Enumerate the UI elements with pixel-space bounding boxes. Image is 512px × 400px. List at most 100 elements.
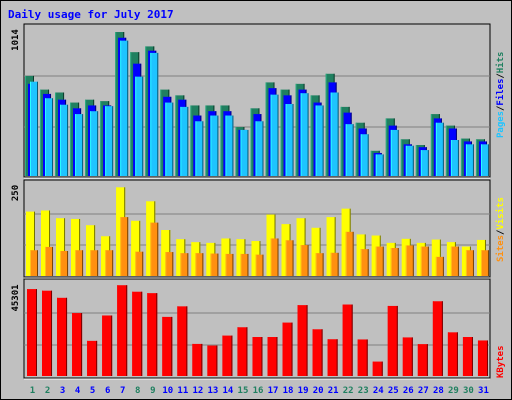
day-label-25: 25 bbox=[388, 386, 399, 396]
bot-legend-0: KBytes bbox=[496, 345, 506, 378]
chart-title: Daily usage for July 2017 bbox=[8, 8, 174, 21]
top-legend-1: / bbox=[496, 106, 506, 111]
kbytes-bar-14 bbox=[222, 335, 233, 376]
day-label-11: 11 bbox=[177, 386, 188, 396]
pages-bar-20 bbox=[315, 105, 324, 176]
day-label-9: 9 bbox=[150, 386, 155, 396]
pages-bar-24 bbox=[375, 154, 384, 176]
kbytes-bar-22 bbox=[342, 304, 353, 376]
panel-frame-3 bbox=[23, 278, 491, 379]
pages-bar-12 bbox=[195, 121, 204, 176]
kbytes-bar-20 bbox=[312, 329, 323, 376]
day-label-27: 27 bbox=[418, 386, 429, 396]
kbytes-bar-13 bbox=[207, 345, 218, 376]
pages-bar-17 bbox=[270, 94, 279, 176]
kbytes-bar-10 bbox=[162, 316, 173, 376]
pages-bar-28 bbox=[435, 122, 444, 176]
sites-bar-27 bbox=[420, 246, 429, 276]
day-label-5: 5 bbox=[90, 386, 95, 396]
visits-bar-8 bbox=[131, 220, 141, 276]
day-label-24: 24 bbox=[373, 386, 384, 396]
day-label-22: 22 bbox=[343, 386, 354, 396]
visits-max-label: 250 bbox=[11, 185, 21, 201]
pages-bar-16 bbox=[255, 121, 264, 176]
sites-bar-3 bbox=[60, 250, 69, 276]
kbytes-bar-3 bbox=[57, 297, 68, 376]
pages-bar-14 bbox=[225, 115, 234, 176]
kbytes-bar-23 bbox=[357, 339, 368, 376]
kbytes-bar-28 bbox=[432, 301, 443, 376]
mid-legend-0: Sites bbox=[495, 235, 506, 262]
sites-bar-15 bbox=[240, 253, 249, 276]
pages-bar-22 bbox=[345, 124, 354, 176]
day-label-29: 29 bbox=[448, 386, 459, 396]
sites-bar-25 bbox=[390, 248, 399, 276]
kbytes-bar-12 bbox=[192, 343, 203, 376]
kbytes-bar-29 bbox=[447, 332, 458, 376]
mid-legend-1: / bbox=[496, 230, 506, 235]
day-label-17: 17 bbox=[268, 386, 279, 396]
day-label-3: 3 bbox=[60, 386, 65, 396]
kbytes-bar-30 bbox=[462, 337, 473, 376]
panel-frame-2 bbox=[23, 179, 491, 278]
sites-bar-22 bbox=[345, 231, 354, 276]
kbytes-bar-25 bbox=[387, 305, 398, 376]
kbytes-bar-8 bbox=[132, 291, 143, 376]
kbytes-bar-15 bbox=[237, 327, 248, 376]
sites-bar-30 bbox=[465, 250, 474, 276]
mid-legend-2: Visits bbox=[495, 197, 506, 230]
kbytes-bar-4 bbox=[72, 313, 83, 376]
pages-bar-26 bbox=[405, 145, 414, 176]
pages-bar-8 bbox=[135, 76, 144, 176]
day-label-1: 1 bbox=[30, 386, 35, 396]
day-label-19: 19 bbox=[298, 386, 309, 396]
visits-bar-1 bbox=[26, 211, 35, 276]
day-label-10: 10 bbox=[162, 386, 173, 396]
sites-bar-10 bbox=[165, 252, 174, 276]
pages-bar-7 bbox=[120, 40, 129, 176]
hits-max-label: 1014 bbox=[11, 29, 21, 51]
sites-bar-18 bbox=[285, 240, 294, 276]
sites-bar-2 bbox=[45, 246, 54, 276]
day-label-15: 15 bbox=[238, 386, 249, 396]
sites-bar-26 bbox=[405, 245, 414, 276]
visits-bar-4 bbox=[71, 218, 81, 276]
pages-bar-11 bbox=[180, 106, 189, 176]
day-label-7: 7 bbox=[120, 386, 125, 396]
kbytes-bar-1 bbox=[27, 289, 37, 376]
pages-bar-31 bbox=[480, 144, 489, 176]
sites-bar-11 bbox=[180, 253, 189, 276]
kbytes-bar-26 bbox=[402, 337, 413, 376]
sites-bar-20 bbox=[315, 253, 324, 276]
sites-bar-17 bbox=[270, 238, 279, 276]
day-label-20: 20 bbox=[313, 386, 324, 396]
pages-bar-3 bbox=[60, 104, 69, 176]
day-label-30: 30 bbox=[463, 386, 474, 396]
sites-bar-13 bbox=[210, 253, 219, 276]
top-legend-4: Hits bbox=[495, 52, 506, 74]
day-label-23: 23 bbox=[358, 386, 369, 396]
kbytes-bar-6 bbox=[102, 315, 113, 376]
pages-bar-19 bbox=[300, 93, 309, 176]
kbytes-bar-17 bbox=[267, 337, 278, 376]
visits-bar-21 bbox=[326, 217, 336, 276]
kbytes-bar-27 bbox=[417, 344, 428, 376]
sites-bar-16 bbox=[255, 254, 264, 276]
day-label-8: 8 bbox=[135, 386, 140, 396]
day-label-21: 21 bbox=[328, 386, 339, 396]
kbytes-bar-31 bbox=[477, 340, 488, 376]
pages-bar-23 bbox=[360, 134, 369, 176]
visits-bar-2 bbox=[41, 210, 51, 276]
day-label-14: 14 bbox=[223, 386, 234, 396]
kbytes-bar-19 bbox=[297, 305, 308, 376]
visits-bar-20 bbox=[311, 227, 321, 276]
sites-bar-31 bbox=[480, 250, 489, 276]
day-label-31: 31 bbox=[478, 386, 489, 396]
kbytes-bar-21 bbox=[327, 339, 338, 376]
day-label-18: 18 bbox=[283, 386, 294, 396]
kbytes-max-label: 45301 bbox=[11, 284, 21, 311]
sites-bar-1 bbox=[30, 250, 38, 276]
sites-bar-29 bbox=[450, 246, 459, 276]
